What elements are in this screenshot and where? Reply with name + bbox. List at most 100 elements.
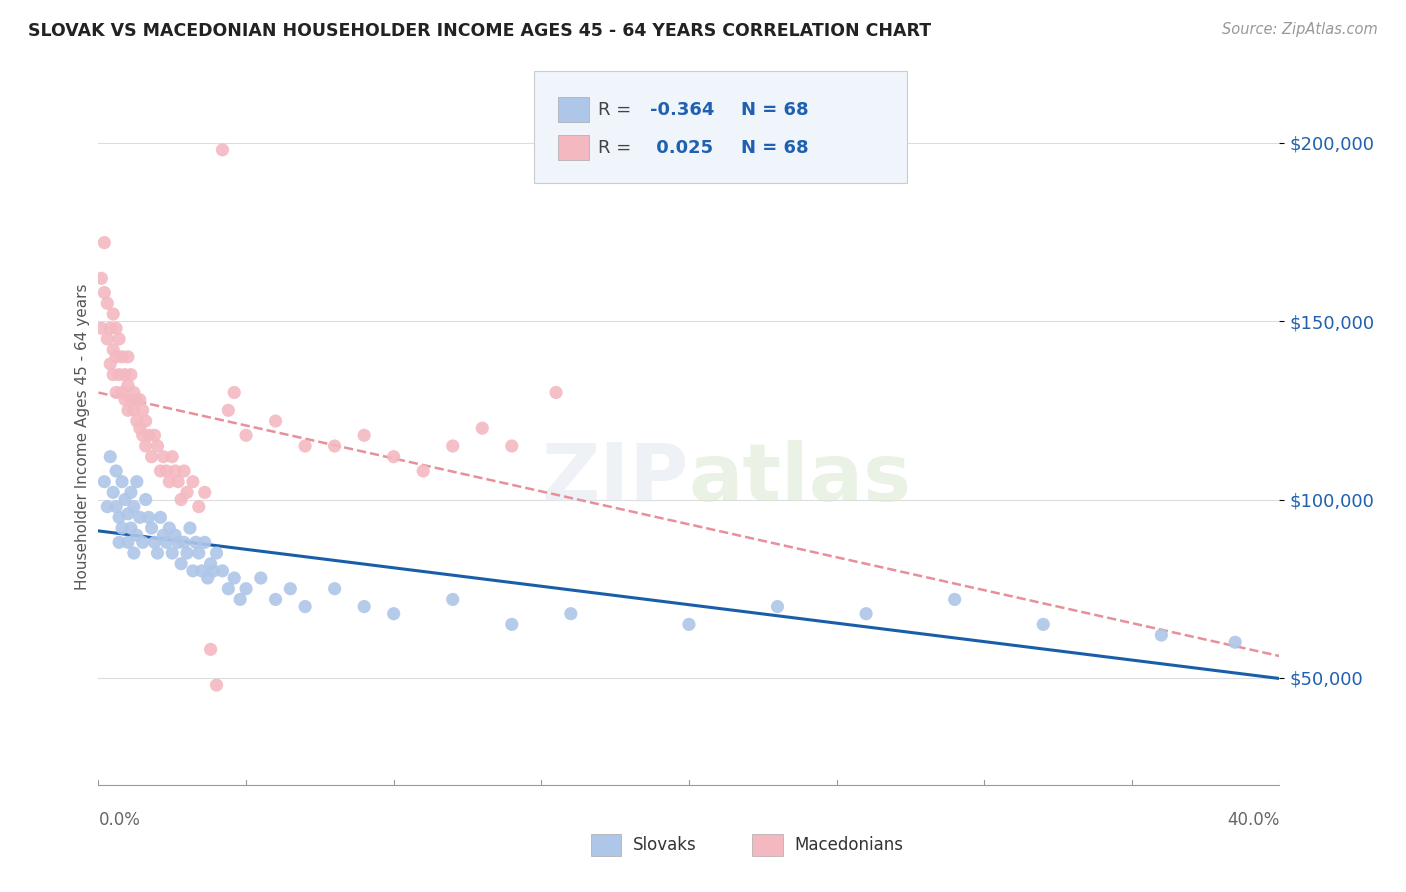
Text: Macedonians: Macedonians [794,836,904,855]
Point [138,510,160,524]
Point [90,271,112,285]
Point [128,510,150,524]
Point [105,500,128,514]
Point [111,521,134,535]
Point [141,450,163,464]
Point [167,535,190,549]
Point [187,500,209,514]
Point [353,599,375,614]
Point [278,582,302,596]
Point [132,403,155,417]
Point [122,403,145,417]
Point [162,546,183,560]
Point [98,450,121,464]
Point [471,421,494,435]
Point [560,607,582,621]
Point [501,617,523,632]
Point [294,599,316,614]
Point [108,368,131,382]
Point [194,485,217,500]
Point [93,475,115,489]
Point [167,475,190,489]
Point [323,439,346,453]
Point [250,571,273,585]
Point [105,385,128,400]
Point [202,564,225,578]
Point [143,428,166,442]
Point [120,368,142,382]
Point [235,582,257,596]
Point [138,428,160,442]
Point [132,428,155,442]
Point [122,546,145,560]
Point [165,528,187,542]
Point [501,439,523,453]
Point [105,321,128,335]
Point [1223,635,1246,649]
Point [108,332,131,346]
Text: R =: R = [598,139,637,157]
Point [146,439,169,453]
Point [135,439,157,453]
Point [200,557,222,571]
Text: ZIP: ZIP [541,440,689,518]
Point [170,492,193,507]
Point [128,392,150,407]
Point [157,475,180,489]
Point [111,475,134,489]
Text: N = 68: N = 68 [741,101,808,119]
Point [90,321,112,335]
Point [103,343,125,357]
Point [211,564,233,578]
Point [200,642,222,657]
Point [96,296,118,310]
Point [179,521,201,535]
Point [162,450,183,464]
Point [152,450,174,464]
Point [141,521,163,535]
Point [111,385,134,400]
Point [224,571,246,585]
Point [176,546,198,560]
Point [264,592,287,607]
Point [117,403,139,417]
Point [98,357,121,371]
Point [217,582,239,596]
Point [114,492,136,507]
Point [294,439,316,453]
Point [125,475,148,489]
Point [205,546,228,560]
Point [1032,617,1054,632]
Point [120,485,142,500]
Text: 0.025: 0.025 [650,139,713,157]
Point [544,385,567,400]
Point [382,450,405,464]
Point [108,510,131,524]
Point [114,392,136,407]
Point [1150,628,1173,642]
Y-axis label: Householder Income Ages 45 - 64 years: Householder Income Ages 45 - 64 years [75,284,90,591]
Point [678,617,700,632]
Text: SLOVAK VS MACEDONIAN HOUSEHOLDER INCOME AGES 45 - 64 YEARS CORRELATION CHART: SLOVAK VS MACEDONIAN HOUSEHOLDER INCOME … [28,22,931,40]
Point [143,535,166,549]
Point [170,557,193,571]
Text: -0.364: -0.364 [650,101,714,119]
Point [105,350,128,364]
Point [103,307,125,321]
Point [217,403,239,417]
Text: atlas: atlas [689,440,912,518]
Point [103,485,125,500]
Point [173,535,195,549]
Point [117,350,139,364]
Point [943,592,966,607]
Point [132,535,155,549]
Point [135,414,157,428]
Point [146,546,169,560]
Point [98,321,121,335]
Point [125,392,148,407]
Point [184,535,207,549]
Point [165,464,187,478]
Point [194,535,217,549]
Text: 40.0%: 40.0% [1227,811,1279,829]
Point [149,510,172,524]
